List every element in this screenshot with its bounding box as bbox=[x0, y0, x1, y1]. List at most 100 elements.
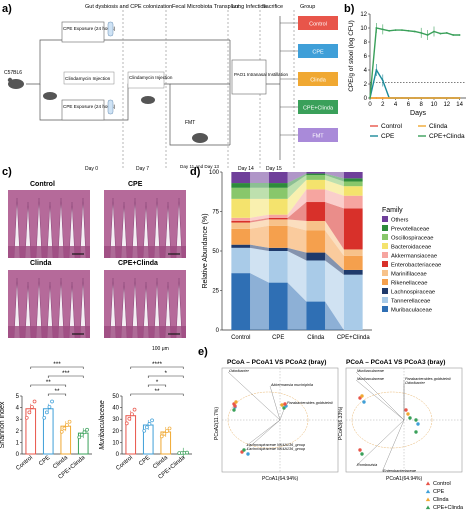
injected-mouse-icon bbox=[43, 92, 57, 100]
d-bar-segment bbox=[306, 260, 326, 302]
cpe-exposure-1: CPE Exposure (24 hours) bbox=[63, 26, 116, 31]
d-legend-swatch bbox=[382, 243, 388, 249]
d-bar-segment bbox=[343, 181, 363, 187]
d-legend-swatch bbox=[382, 252, 388, 258]
header-gut: Gut dysbiosis and CPE colonization bbox=[85, 4, 172, 10]
group-label-4: FMT bbox=[312, 134, 324, 140]
d-bar-segment bbox=[306, 175, 326, 180]
d-bar-segment bbox=[343, 269, 363, 275]
pcoa-point bbox=[414, 418, 418, 422]
bar-point bbox=[62, 426, 67, 431]
b-point bbox=[439, 97, 442, 99]
histo-label-cpe-clinda: CPE+Clinda bbox=[118, 260, 158, 267]
pcoa-arrow bbox=[355, 371, 405, 421]
d-legend-label: Others bbox=[391, 218, 408, 224]
bar-y-tick: 3 bbox=[16, 417, 20, 423]
d-bar-segment bbox=[268, 214, 288, 218]
d-category: Control bbox=[231, 335, 250, 341]
b-y-tick: 0 bbox=[364, 96, 368, 102]
b-point bbox=[445, 32, 448, 34]
b-point bbox=[381, 97, 384, 99]
bar-0 bbox=[25, 408, 37, 455]
bar-point bbox=[85, 427, 89, 432]
clinda-injection-label-2: Clindamycin Injection bbox=[129, 75, 173, 80]
pcoa-species: Muribaculaceae bbox=[357, 377, 384, 381]
d-bar-segment bbox=[268, 282, 288, 330]
b-x-tick: 6 bbox=[407, 102, 411, 108]
pcoa-ellipse bbox=[227, 391, 309, 449]
pcoa-legend-label: CPE+Clinda bbox=[433, 505, 464, 511]
b-point bbox=[433, 97, 435, 99]
bar-point bbox=[24, 415, 29, 420]
d-y-tick: 25 bbox=[212, 289, 219, 295]
pcoa-y2: PCoA3(6.33%) bbox=[338, 406, 344, 440]
d-ribbon bbox=[250, 273, 269, 330]
d-legend-swatch bbox=[382, 261, 388, 267]
d-legend-swatch bbox=[382, 225, 388, 231]
d-bar-segment bbox=[268, 187, 288, 199]
d-y-tick: 50 bbox=[212, 249, 219, 255]
d-ribbon bbox=[250, 225, 269, 248]
b-point bbox=[401, 29, 403, 31]
pcoa-point bbox=[406, 412, 410, 416]
mouse-strain: C57BL6 bbox=[4, 70, 22, 76]
bar-point bbox=[124, 421, 129, 426]
d-category: CPE+Clinda bbox=[337, 335, 371, 341]
d-ribbon bbox=[325, 173, 344, 182]
d-bar-segment bbox=[343, 195, 363, 209]
d-ribbon bbox=[250, 187, 269, 199]
pcoa-species: Enterobacteriaceae bbox=[383, 469, 416, 473]
d-ylabel: Relative Abundance (%) bbox=[202, 213, 209, 288]
injected-mouse-icon-2 bbox=[141, 96, 155, 104]
d-ribbon bbox=[287, 251, 307, 302]
pcoa-legend-marker bbox=[425, 481, 431, 486]
bar-point bbox=[167, 426, 172, 431]
group-label-1: CPE bbox=[312, 50, 324, 56]
b-x-tick: 8 bbox=[420, 102, 424, 108]
d-bar-segment bbox=[231, 222, 251, 229]
d-ribbon bbox=[287, 247, 307, 261]
pcoa-legend-marker bbox=[425, 497, 431, 502]
b-point bbox=[452, 34, 455, 36]
bar-y-tick: 1 bbox=[16, 440, 20, 446]
d-bar-segment bbox=[343, 172, 363, 179]
d-bar-segment bbox=[306, 172, 326, 174]
pcoa-legend-label: Control bbox=[433, 481, 451, 487]
pcoa-point bbox=[358, 448, 362, 452]
d-bar-segment bbox=[231, 217, 251, 221]
d-ribbon bbox=[287, 202, 307, 221]
b-y-tick: 12 bbox=[360, 12, 367, 18]
d-ribbon bbox=[287, 225, 307, 253]
bar-y-tick: 4 bbox=[16, 406, 20, 412]
d-bar-segment bbox=[343, 186, 363, 196]
bar-point bbox=[50, 399, 54, 404]
d-category: Clinda bbox=[307, 335, 325, 341]
d-legend-swatch bbox=[382, 270, 388, 276]
panel-d-label: d) bbox=[190, 166, 201, 178]
d-legend-swatch bbox=[382, 234, 388, 240]
cpe-exposure-2: CPE Exposure (24 hours) bbox=[63, 104, 116, 109]
day-7: Day 7 bbox=[136, 166, 149, 172]
bar-y-tick: 0 bbox=[16, 452, 20, 458]
pcoa-point bbox=[232, 408, 236, 412]
b-point bbox=[369, 97, 371, 99]
bar-point bbox=[42, 415, 47, 420]
d-bar-segment bbox=[231, 247, 251, 274]
sig-mark: ** bbox=[54, 388, 60, 395]
d-legend-label: Prevotellaceae bbox=[391, 227, 429, 233]
bar-point bbox=[67, 419, 72, 424]
pcoa-species: Akkermansia muciniphila bbox=[270, 383, 313, 387]
pcoa-point bbox=[280, 403, 284, 407]
d-legend-label: Akkermansiaceae bbox=[391, 254, 437, 260]
pcoa-species: Lachnospiraceae NK4A136_group bbox=[247, 443, 305, 447]
b-legend-label: Clinda bbox=[429, 123, 448, 130]
panel-d-stacked-bar: 0 25 50 75 100 Relative Abundance (%) Control C… bbox=[202, 170, 441, 341]
b-x-tick: 14 bbox=[456, 102, 463, 108]
d-legend-label: Oscillospiraceae bbox=[391, 236, 434, 242]
d-bar-segment bbox=[268, 217, 288, 220]
pcoa-arrow bbox=[227, 371, 281, 421]
pcoa-point bbox=[408, 416, 412, 420]
pcoa-title-1: PCoA – PCoA1 VS PCoA2 (bray) bbox=[227, 359, 326, 366]
d-bar-segment bbox=[231, 273, 251, 330]
